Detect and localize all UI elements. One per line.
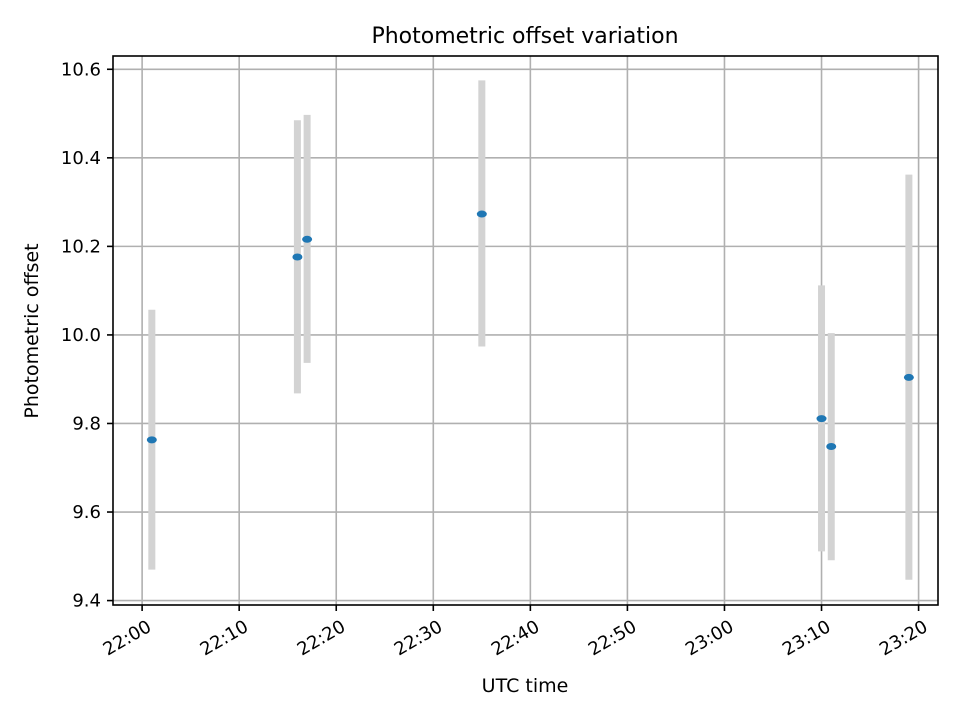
x-tick-label: 22:40 [488, 616, 543, 660]
data-point [292, 253, 303, 261]
x-tick-label: 22:10 [197, 616, 252, 660]
x-tick-label: 22:50 [585, 616, 640, 660]
x-tick-label: 23:00 [682, 616, 737, 660]
y-axis-label: Photometric offset [21, 243, 43, 418]
plot-frame [112, 55, 939, 606]
x-tick-label: 23:20 [876, 616, 931, 660]
x-tick-label: 22:30 [391, 616, 446, 660]
data-point [476, 210, 487, 218]
data-point [903, 373, 914, 381]
y-tick-label: 10.4 [61, 148, 101, 169]
x-tick-label: 22:20 [294, 616, 349, 660]
point-layer [146, 210, 914, 450]
y-tick-label: 9.8 [72, 413, 101, 434]
y-tick-label: 10.6 [61, 59, 101, 80]
y-tick-label: 10.0 [61, 325, 101, 346]
chart-title: Photometric offset variation [371, 24, 678, 49]
y-tick-label: 9.4 [72, 591, 101, 612]
grid-layer [113, 56, 938, 605]
x-tick-label: 22:00 [100, 616, 155, 660]
y-tick-label: 10.2 [61, 236, 101, 257]
data-point [146, 436, 157, 444]
y-tick-label: 9.6 [72, 502, 101, 523]
x-axis-label: UTC time [482, 675, 569, 697]
data-point [816, 415, 827, 423]
x-tick-label: 23:10 [779, 616, 834, 660]
tick-layer: 22:00 22:10 22:20 22:30 22:40 22:50 23:00 23:10… [61, 59, 932, 660]
data-point [302, 235, 313, 243]
data-point [826, 442, 837, 450]
